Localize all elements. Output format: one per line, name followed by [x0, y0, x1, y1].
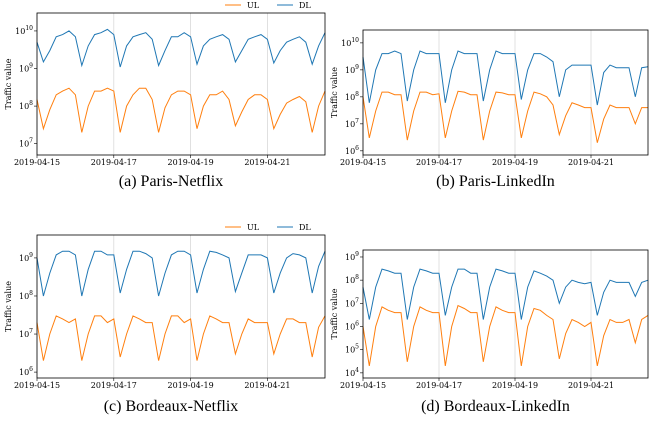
tick-base: 10	[15, 27, 25, 36]
y-tick-label: 108	[19, 100, 33, 111]
y-tick-label: 106	[345, 321, 359, 332]
plot-frame	[362, 249, 649, 379]
series-line	[362, 90, 648, 143]
tick-exponent: 10	[351, 37, 359, 44]
tick-exponent: 8	[355, 91, 359, 98]
y-tick-label: 108	[19, 290, 33, 301]
tick-base: 10	[345, 66, 355, 75]
caption: (a) Paris-Netflix	[119, 173, 223, 190]
plot-frame	[36, 12, 326, 156]
y-tick-label: 106	[345, 145, 359, 156]
tick-base: 10	[19, 292, 29, 301]
x-tick-label: 2019-04-19	[492, 381, 538, 390]
y-axis-label: Traffic value	[4, 281, 13, 332]
series-line	[36, 250, 326, 297]
x-tick-label: 2019-04-21	[244, 381, 290, 390]
y-tick-label: 107	[345, 297, 359, 308]
x-tick-label: 2019-04-17	[91, 158, 137, 167]
tick-base: 10	[345, 120, 355, 129]
tick-base: 10	[19, 330, 29, 339]
tick-exponent: 6	[355, 145, 359, 152]
x-tick-label: 2019-04-19	[168, 158, 214, 167]
x-tick-label: 2019-04-15	[14, 158, 60, 167]
y-tick-label: 108	[345, 91, 359, 102]
x-tick-label: 2019-04-17	[416, 381, 462, 390]
legend-label: DL	[299, 223, 311, 232]
y-tick-label: 107	[19, 138, 33, 149]
y-tick-label: 109	[19, 252, 33, 263]
tick-base: 10	[19, 140, 29, 149]
series-line	[362, 268, 649, 320]
tick-exponent: 4	[355, 367, 359, 374]
series-line	[362, 304, 649, 367]
caption: (b) Paris-LinkedIn	[436, 173, 555, 190]
tick-exponent: 5	[355, 344, 359, 351]
series-line	[362, 50, 649, 106]
tick-base: 10	[345, 253, 355, 262]
tick-exponent: 8	[29, 290, 33, 297]
legend-label: UL	[247, 1, 260, 10]
tick-base: 10	[345, 93, 355, 102]
y-tick-label: 109	[345, 251, 359, 262]
x-tick-label: 2019-04-17	[416, 158, 462, 167]
y-tick-label: 108	[345, 274, 359, 285]
x-tick-label: 2019-04-21	[244, 158, 290, 167]
y-tick-label: 104	[345, 367, 359, 378]
tick-base: 10	[19, 254, 29, 263]
plot-frame	[362, 29, 649, 156]
tick-base: 10	[345, 369, 355, 378]
tick-base: 10	[345, 276, 355, 285]
x-tick-label: 2019-04-17	[91, 381, 137, 390]
tick-exponent: 9	[29, 63, 33, 70]
x-tick-label: 2019-04-15	[14, 381, 60, 390]
tick-exponent: 10	[25, 25, 33, 32]
tick-exponent: 8	[355, 274, 359, 281]
x-tick-label: 2019-04-19	[168, 381, 214, 390]
plot-frame	[36, 234, 326, 379]
tick-exponent: 6	[355, 321, 359, 328]
caption: (d) Bordeaux-LinkedIn	[421, 398, 570, 415]
legend-label: UL	[247, 223, 260, 232]
tick-exponent: 7	[29, 138, 33, 145]
y-tick-label: 109	[19, 63, 33, 74]
tick-base: 10	[19, 368, 29, 377]
x-tick-label: 2019-04-15	[340, 158, 386, 167]
tick-exponent: 7	[29, 328, 33, 335]
caption: (c) Bordeaux-Netflix	[104, 398, 239, 415]
tick-exponent: 8	[29, 100, 33, 107]
legend-label: DL	[299, 1, 311, 10]
x-tick-label: 2019-04-15	[340, 381, 386, 390]
tick-exponent: 9	[355, 251, 359, 258]
series-line	[36, 315, 326, 361]
y-tick-label: 106	[19, 366, 33, 377]
x-tick-label: 2019-04-19	[492, 158, 538, 167]
y-tick-label: 107	[345, 118, 359, 129]
tick-exponent: 9	[29, 252, 33, 259]
y-tick-label: 1010	[15, 25, 33, 36]
tick-exponent: 7	[355, 297, 359, 304]
tick-exponent: 6	[29, 366, 33, 373]
x-tick-label: 2019-04-21	[568, 158, 614, 167]
y-axis-label: Traffic value	[330, 288, 339, 339]
y-tick-label: 109	[345, 64, 359, 75]
tick-exponent: 7	[355, 118, 359, 125]
y-tick-label: 1010	[341, 37, 359, 48]
tick-base: 10	[345, 323, 355, 332]
tick-base: 10	[345, 299, 355, 308]
tick-base: 10	[19, 102, 29, 111]
tick-base: 10	[345, 346, 355, 355]
x-tick-label: 2019-04-21	[568, 381, 614, 390]
tick-base: 10	[345, 147, 355, 156]
y-axis-label: Traffic value	[330, 67, 339, 118]
y-axis-label: Traffic value	[4, 58, 13, 109]
tick-exponent: 9	[355, 64, 359, 71]
series-line	[36, 28, 326, 68]
tick-base: 10	[341, 39, 351, 48]
y-tick-label: 107	[19, 328, 33, 339]
y-tick-label: 105	[345, 344, 359, 355]
tick-base: 10	[19, 65, 29, 74]
series-line	[36, 87, 326, 133]
